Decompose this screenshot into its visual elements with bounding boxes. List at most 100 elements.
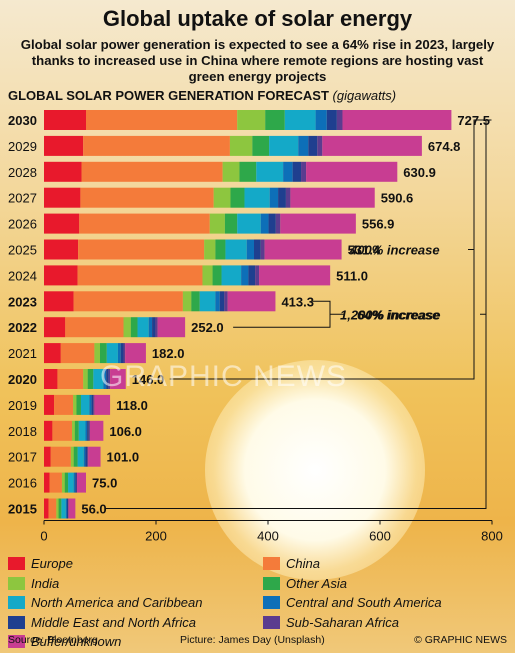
legend-swatch — [8, 635, 25, 648]
bar-segment — [280, 213, 356, 234]
bar-segment — [44, 213, 80, 234]
bar-segment — [57, 369, 84, 389]
bar-segment — [85, 420, 88, 441]
legend-label: Other Asia — [286, 575, 347, 591]
legend-label: North America and Caribbean — [31, 595, 203, 610]
bar-segment — [301, 161, 307, 182]
bar-segment — [58, 498, 62, 519]
bar-segment — [44, 161, 82, 182]
bar-segment — [265, 110, 285, 130]
bar-segment — [322, 135, 422, 156]
bar-segment — [244, 187, 270, 208]
copyright-note: © GRAPHIC NEWS — [414, 634, 507, 646]
bar-segment — [83, 135, 230, 156]
bar-segment — [65, 317, 124, 338]
bar-segment — [268, 213, 276, 234]
legend-item: Central and South America — [263, 595, 442, 610]
bar-segment — [254, 239, 261, 260]
bar-segment — [204, 239, 216, 260]
year-label: 2026 — [8, 217, 37, 232]
bar-segment — [256, 161, 284, 182]
bar-segment — [70, 446, 74, 467]
bar-segment — [49, 472, 62, 493]
chart-heading-unit: (gigawatts) — [332, 88, 397, 103]
bar-segment — [44, 369, 58, 389]
bar-segment — [91, 394, 94, 415]
bar-segment — [88, 446, 101, 467]
legend-swatch — [8, 596, 25, 609]
bar-segment — [61, 498, 66, 519]
legend-item: Buffer/unknown — [8, 634, 121, 649]
year-label: 2018 — [8, 424, 37, 439]
bar-segment — [52, 420, 72, 441]
bar-segment — [106, 369, 109, 389]
bar-segment — [44, 394, 55, 415]
bar-segment — [65, 498, 67, 519]
bar-segment — [259, 265, 331, 286]
bar-segment — [44, 110, 86, 130]
bar-segment — [68, 472, 74, 493]
bar-segment — [44, 135, 84, 156]
bar-segment — [48, 498, 57, 519]
bar-segment — [123, 317, 131, 338]
bar-segment — [44, 446, 51, 467]
bar-segment — [68, 498, 69, 519]
bar-segment — [75, 472, 77, 493]
bar-segment — [44, 498, 49, 519]
bar-segment — [100, 343, 107, 364]
bar-segment — [269, 135, 299, 156]
bar-segment — [64, 472, 69, 493]
bar-segment — [290, 187, 375, 208]
bar-segment — [103, 369, 107, 389]
bar-segment — [224, 213, 238, 234]
sun-glow — [205, 360, 425, 580]
total-value-label: 556.9 — [362, 217, 395, 232]
bar-segment — [94, 394, 111, 415]
bar-segment — [306, 161, 398, 182]
bar-segment — [80, 187, 214, 208]
bar-segment — [73, 394, 77, 415]
bar-segment — [241, 265, 249, 286]
legend-label: Europe — [31, 556, 73, 571]
bar-segment — [89, 394, 92, 415]
chart-heading: GLOBAL SOLAR POWER GENERATION FORECAST (… — [8, 88, 396, 103]
bar-segment — [83, 446, 86, 467]
bar-segment — [125, 343, 146, 364]
bar-segment — [73, 446, 78, 467]
total-value-label: 252.0 — [191, 320, 224, 335]
bar-segment — [326, 110, 337, 130]
bar-segment — [212, 265, 222, 286]
bar-segment — [44, 317, 66, 338]
bar-segment — [278, 187, 286, 208]
bar-segment — [248, 265, 256, 286]
bar-segment — [78, 420, 86, 441]
bar-segment — [148, 317, 153, 338]
bar-segment — [44, 472, 50, 493]
bar-segment — [152, 317, 156, 338]
bar-segment — [120, 343, 124, 364]
year-label: 2024 — [8, 268, 37, 283]
legend-swatch — [263, 557, 280, 570]
bar-segment — [157, 317, 186, 338]
year-label: 2027 — [8, 191, 37, 206]
picture-credit: Picture: James Day (Unsplash) — [180, 634, 325, 646]
legend-item: Middle East and North Africa — [8, 615, 196, 630]
legend-item: India — [8, 576, 59, 591]
year-label: 2025 — [8, 243, 37, 258]
bar-segment — [336, 110, 343, 130]
bar-segment — [44, 187, 81, 208]
legend-label: Middle East and North Africa — [31, 614, 196, 630]
total-value-label: 630.9 — [403, 165, 436, 180]
total-value-label: 531.4 — [348, 243, 381, 258]
bar-segment — [93, 369, 104, 389]
year-label: 2023 — [8, 294, 37, 309]
bar-segment — [108, 369, 111, 389]
bar-segment — [89, 420, 104, 441]
bar-segment — [191, 291, 200, 312]
bar-segment — [298, 135, 309, 156]
bar-segment — [237, 110, 266, 130]
bar-segment — [106, 343, 118, 364]
year-label: 2022 — [8, 320, 37, 335]
year-label: 2015 — [8, 502, 37, 517]
